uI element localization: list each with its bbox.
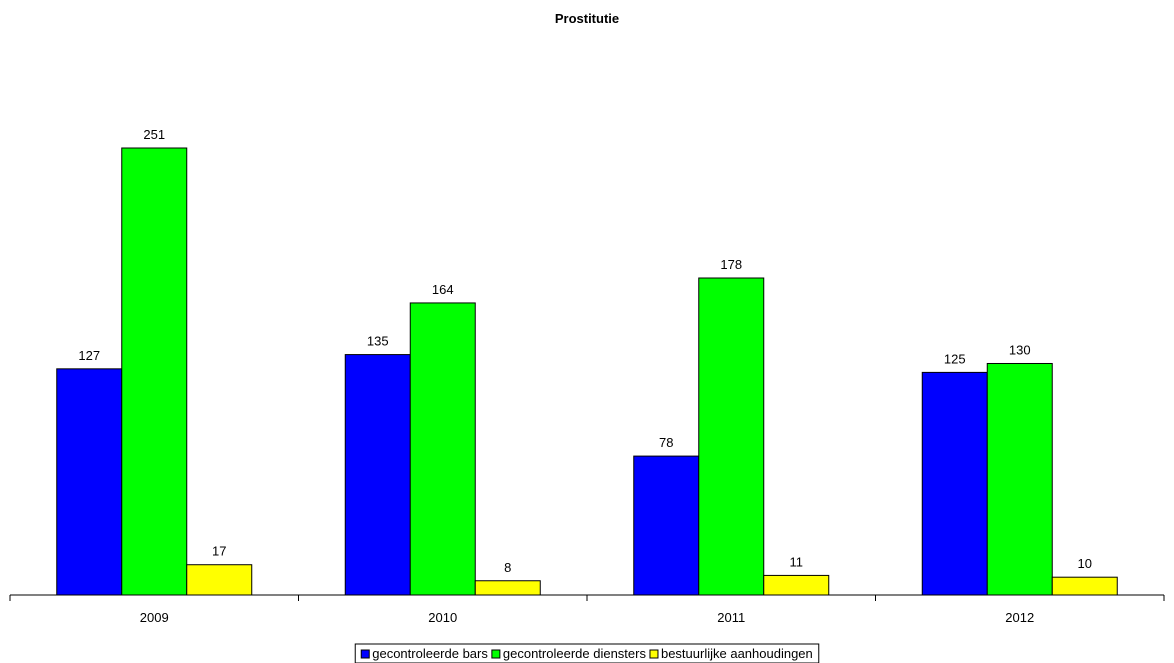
x-tick-label-2009: 2009 xyxy=(140,610,169,625)
data-label-2009-1: 127 xyxy=(78,348,100,363)
data-label-2012-2: 130 xyxy=(1009,342,1031,357)
data-label-2011-3: 11 xyxy=(790,554,804,569)
bar-2012-2 xyxy=(986,362,1053,596)
bars-layer xyxy=(56,147,1118,596)
legend-box xyxy=(354,643,820,663)
data-label-2012-3: 10 xyxy=(1078,556,1092,571)
bar-2009-2 xyxy=(121,147,188,596)
bar-2009-3 xyxy=(186,564,253,596)
data-label-2009-2: 251 xyxy=(143,127,165,142)
legend: gecontroleerde bars gecontroleerde dienst… xyxy=(354,643,820,663)
bar-2012-3 xyxy=(1051,576,1118,596)
bar-2010-3 xyxy=(474,580,541,596)
data-label-2011-1: 78 xyxy=(659,435,673,450)
x-tick-label-2010: 2010 xyxy=(428,610,457,625)
bar-2012-1 xyxy=(921,371,988,596)
bar-2010-1 xyxy=(344,354,411,596)
data-label-2011-2: 178 xyxy=(720,257,742,272)
data-label-2010-1: 135 xyxy=(367,334,389,349)
legend-label-2: gecontroleerde diensters xyxy=(503,646,647,661)
data-label-2012-1: 125 xyxy=(944,351,966,366)
bar-2011-3 xyxy=(763,574,830,596)
x-tick-label-2012: 2012 xyxy=(1005,610,1034,625)
legend-swatch-3 xyxy=(649,649,659,659)
data-label-2010-3: 8 xyxy=(504,560,511,575)
data-label-2009-3: 17 xyxy=(212,544,226,559)
bar-2011-2 xyxy=(698,277,765,596)
bar-2011-1 xyxy=(633,455,700,596)
data-labels-layer: 127 251 17 135 164 8 78 178 11 125 130 10 xyxy=(78,127,1092,575)
legend-swatch-1 xyxy=(360,649,370,659)
legend-label-3: bestuurlijke aanhoudingen xyxy=(661,646,813,661)
data-label-2010-2: 164 xyxy=(432,282,454,297)
chart-title: Prostitutie xyxy=(555,11,619,26)
legend-swatch-2 xyxy=(491,649,501,659)
x-tick-label-2011: 2011 xyxy=(717,610,745,625)
bar-2010-2 xyxy=(409,302,476,596)
bar-2009-1 xyxy=(56,368,123,596)
x-axis: 2009 2010 2011 2012 xyxy=(9,594,1165,625)
legend-label-1: gecontroleerde bars xyxy=(372,646,488,661)
